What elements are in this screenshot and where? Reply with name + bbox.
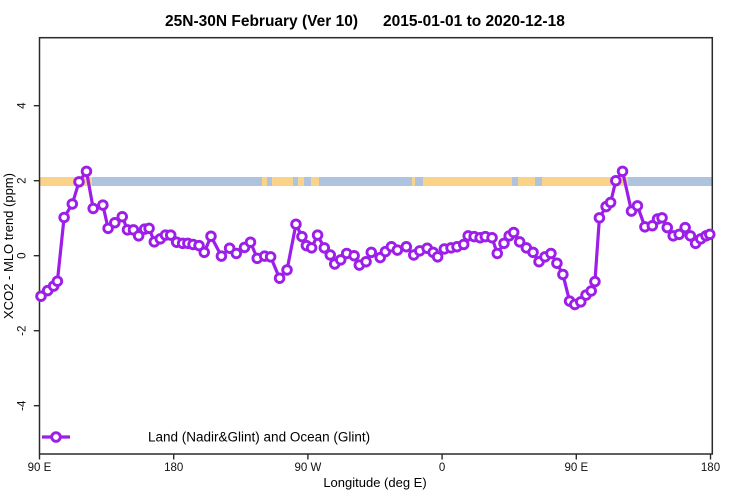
data-point-marker — [132, 230, 145, 242]
data-point-marker — [527, 246, 539, 259]
x-axis-ticks: 90 E 180 90 W 0 90 E 180 — [28, 454, 720, 474]
data-point-marker — [73, 176, 85, 188]
data-point-marker — [264, 251, 277, 263]
ocean-segment — [534, 177, 543, 186]
data-point-marker — [457, 238, 470, 251]
data-point-marker — [281, 264, 293, 276]
x-tick-label: 0 — [439, 462, 445, 474]
data-point-marker — [585, 285, 597, 297]
data-point-marker — [557, 268, 569, 281]
land-segment — [298, 177, 305, 186]
chart-title-daterange: 2015-01-01 to 2020-12-18 — [383, 13, 565, 30]
data-point-marker — [51, 275, 64, 287]
data-point-marker — [80, 165, 93, 178]
data-point-marker — [66, 198, 79, 210]
data-point-marker — [97, 199, 109, 211]
y-tick-label: 2 — [17, 177, 29, 183]
data-point-marker — [311, 229, 324, 241]
data-point-marker — [244, 236, 257, 248]
data-point-marker — [324, 249, 337, 261]
data-point-marker — [604, 196, 617, 209]
data-point-marker — [545, 247, 557, 260]
data-point-marker — [507, 226, 520, 239]
data-point-marker — [318, 242, 331, 254]
data-point-marker — [109, 216, 121, 229]
data-point-marker — [610, 174, 622, 187]
land-segment — [39, 177, 92, 186]
data-point-marker — [704, 228, 716, 241]
y-tick-label: -2 — [17, 326, 29, 336]
data-point-marker — [679, 221, 691, 234]
ocean-segment — [628, 177, 712, 186]
ocean-segment — [304, 177, 312, 186]
x-tick-label: 90 W — [294, 462, 321, 474]
legend-label: Land (Nadir&Glint) and Ocean (Glint) — [148, 430, 370, 445]
data-point-marker — [87, 202, 99, 215]
data-point-marker — [513, 236, 526, 248]
land-segment — [272, 177, 293, 186]
ocean-segment — [267, 177, 273, 186]
data-point-marker — [198, 246, 211, 259]
data-point-marker — [365, 246, 378, 259]
data-point-marker — [205, 230, 217, 242]
data-point-marker — [593, 212, 606, 224]
data-point-marker — [273, 272, 286, 284]
x-axis-label: Longitude (deg E) — [323, 475, 426, 490]
data-point-marker — [215, 250, 228, 262]
data-point-marker — [486, 231, 498, 244]
data-point-marker — [58, 211, 70, 224]
x-tick-label: 90 E — [28, 462, 52, 474]
data-point-marker — [491, 247, 504, 260]
data-point-marker — [616, 165, 629, 178]
data-point-marker — [296, 230, 308, 243]
land-segment — [311, 177, 319, 186]
x-tick-label: 90 E — [564, 462, 588, 474]
data-point-marker — [431, 251, 444, 263]
plot-frame — [38, 36, 714, 455]
data-series — [35, 165, 716, 311]
legend-marker-icon — [50, 431, 62, 443]
data-point-marker — [305, 242, 318, 254]
data-point-marker — [290, 218, 302, 230]
y-tick-label: 4 — [17, 102, 29, 109]
y-axis-label: XCO2 - MLO trend (ppm) — [1, 173, 16, 319]
data-point-marker — [589, 275, 601, 288]
ocean-segment — [91, 177, 262, 186]
data-point-marker — [391, 244, 404, 256]
data-point-marker — [673, 228, 685, 241]
land-segment — [411, 177, 415, 186]
data-point-marker — [230, 247, 243, 260]
x-tick-label: 180 — [164, 462, 183, 474]
data-point-marker — [656, 212, 668, 224]
y-tick-label: -4 — [17, 400, 29, 411]
ocean-segment — [414, 177, 424, 186]
data-point-marker — [116, 210, 129, 223]
x-tick-label: 180 — [701, 462, 720, 474]
legend: Land (Nadir&Glint) and Ocean (Glint) — [42, 430, 370, 445]
data-point-marker — [661, 221, 674, 234]
map-strip — [39, 177, 712, 186]
data-point-marker — [631, 200, 644, 212]
data-point-marker — [400, 240, 413, 253]
ocean-segment — [318, 177, 412, 186]
ocean-segment — [292, 177, 299, 186]
chart-title-region: 25N-30N February (Ver 10) — [165, 13, 358, 30]
land-segment — [542, 177, 629, 186]
land-segment — [261, 177, 268, 186]
data-point-marker — [164, 229, 177, 241]
y-axis-ticks: 4 2 0 -2 -4 — [17, 102, 40, 411]
land-segment — [423, 177, 513, 186]
data-point-marker — [360, 255, 372, 268]
data-point-marker — [551, 257, 563, 269]
data-point-marker — [684, 230, 697, 242]
data-point-marker — [498, 237, 510, 250]
land-segment — [517, 177, 535, 186]
ocean-segment — [512, 177, 518, 186]
data-point-marker — [348, 249, 360, 262]
y-tick-label: 0 — [17, 252, 29, 258]
data-point-marker — [143, 222, 155, 235]
